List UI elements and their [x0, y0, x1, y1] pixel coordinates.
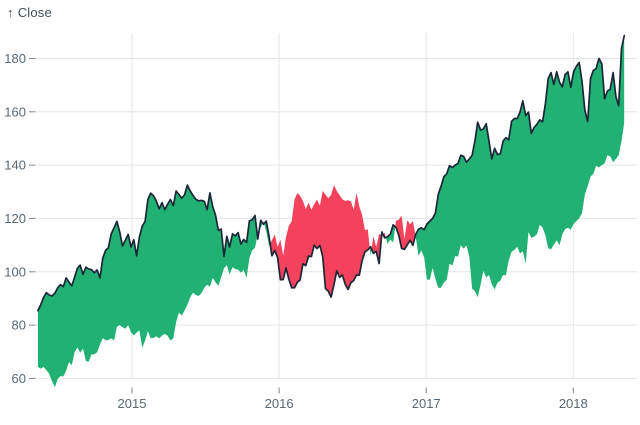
x-tick-label: 2016	[265, 396, 294, 411]
y-axis-label-text: Close	[17, 5, 52, 20]
y-tick-label: 80	[12, 318, 26, 333]
y-axis-label: ↑ Close	[7, 5, 52, 20]
y-tick-label: 120	[4, 211, 26, 226]
x-tick-label: 2018	[559, 396, 588, 411]
x-tick-label: 2017	[412, 396, 441, 411]
y-tick-label: 100	[4, 264, 26, 279]
y-tick-label: 140	[4, 158, 26, 173]
y-tick-label: 60	[12, 371, 26, 386]
y-tick-label: 180	[4, 51, 26, 66]
close-line	[37, 34, 626, 312]
y-axis: 60 80 100 120 140 160 180	[4, 51, 36, 386]
y-tick-label: 160	[4, 104, 26, 119]
negative-band	[37, 122, 625, 311]
x-tick-label: 2015	[118, 396, 147, 411]
x-axis: 2015 2016 2017 2018	[118, 387, 588, 411]
up-arrow-icon: ↑	[7, 5, 14, 20]
